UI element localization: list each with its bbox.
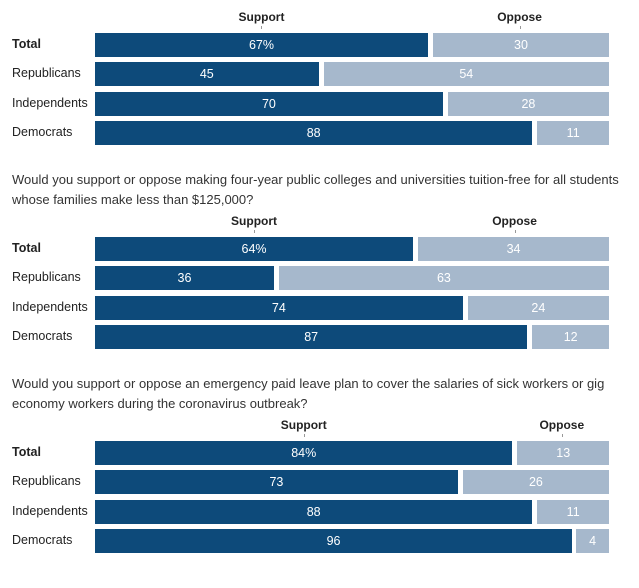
oppose-bar: 4 (576, 528, 609, 553)
row-label: Democrats (12, 124, 73, 139)
support-bar: 67% (95, 33, 428, 57)
support-value-label: 96 (326, 533, 341, 548)
row-label: Democrats (12, 532, 73, 547)
oppose-tick (562, 434, 563, 437)
oppose-tick (520, 26, 521, 29)
question-text: Would you support or oppose an emergency… (12, 376, 605, 411)
row-label: Republicans (12, 66, 81, 81)
support-header: Support (238, 10, 285, 24)
oppose-value-label: 13 (556, 446, 571, 460)
oppose-bar: 11 (537, 499, 609, 524)
support-bar: 96 (95, 528, 573, 553)
oppose-bar: 28 (447, 91, 609, 116)
support-value-label: 36 (177, 271, 192, 286)
oppose-tick (515, 230, 516, 233)
row-label: Republicans (12, 474, 81, 489)
support-value-label: 84% (291, 446, 317, 460)
support-bar: 45 (95, 62, 319, 87)
row-label: Total (12, 241, 41, 255)
row-label: Democrats (12, 328, 73, 343)
support-value-label: 88 (306, 125, 321, 140)
support-bar: 84% (95, 441, 513, 465)
support-value-label: 67% (248, 38, 274, 52)
support-value-label: 70 (261, 96, 276, 111)
oppose-header: Oppose (492, 214, 537, 228)
support-value-label: 87 (304, 329, 319, 344)
oppose-bar: 63 (278, 266, 609, 291)
support-value-label: 64% (241, 242, 267, 256)
oppose-value-label: 34 (506, 242, 521, 256)
row-label: Independents (12, 299, 88, 314)
oppose-value-label: 4 (589, 533, 597, 548)
support-bar: 88 (95, 120, 533, 145)
support-value-label: 73 (269, 475, 284, 490)
oppose-value-label: 24 (531, 300, 546, 315)
oppose-bar: 34 (418, 237, 609, 261)
row-label: Republicans (12, 270, 81, 285)
oppose-value-label: 11 (566, 125, 580, 140)
support-value-label: 45 (199, 67, 214, 82)
support-tick (261, 26, 262, 29)
oppose-value-label: 26 (528, 475, 543, 490)
oppose-bar: 24 (467, 295, 609, 320)
oppose-value-label: 30 (514, 38, 528, 52)
support-header: Support (280, 418, 327, 432)
support-value-label: 88 (306, 504, 321, 519)
question-text: Would you support or oppose making four-… (12, 172, 619, 207)
oppose-bar: 26 (462, 470, 609, 495)
support-tick (304, 434, 305, 437)
oppose-bar: 54 (323, 62, 609, 87)
oppose-value-label: 63 (436, 271, 451, 286)
support-bar: 70 (95, 91, 443, 116)
support-bar: 36 (95, 266, 274, 291)
oppose-bar: 11 (537, 120, 609, 145)
support-bar: 64% (95, 237, 414, 261)
oppose-value-label: 11 (566, 504, 580, 519)
oppose-bar: 12 (532, 324, 609, 349)
support-bar: 87 (95, 324, 528, 349)
row-label: Independents (12, 503, 88, 518)
support-bar: 88 (95, 499, 533, 524)
oppose-header: Oppose (497, 10, 542, 24)
row-label: Total (12, 445, 41, 459)
support-bar: 74 (95, 295, 463, 320)
support-bar: 73 (95, 470, 458, 495)
oppose-header: Oppose (539, 418, 585, 432)
row-label: Total (12, 37, 41, 51)
oppose-bar: 30 (432, 33, 609, 57)
support-value-label: 74 (271, 300, 286, 315)
oppose-bar: 13 (517, 441, 609, 465)
oppose-value-label: 12 (563, 329, 578, 344)
support-tick (254, 230, 255, 233)
oppose-value-label: 28 (521, 96, 536, 111)
row-label: Independents (12, 95, 88, 110)
oppose-value-label: 54 (459, 67, 474, 82)
support-header: Support (231, 214, 278, 228)
